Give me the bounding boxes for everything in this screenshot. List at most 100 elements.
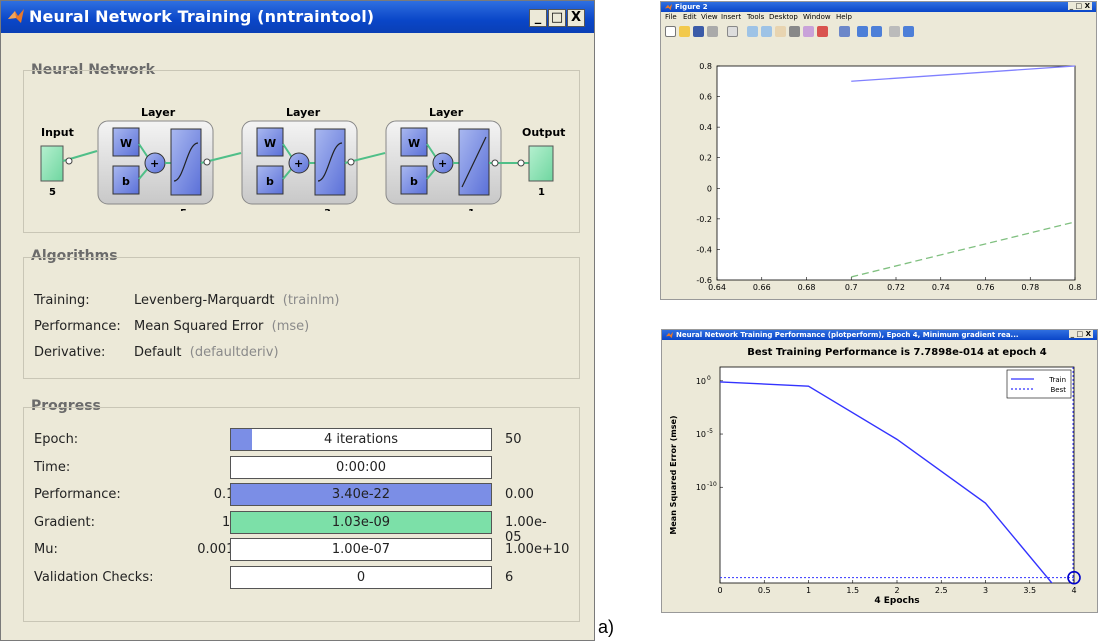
- output-node: [528, 145, 554, 182]
- layer3-w: W: [408, 137, 420, 150]
- menu-desktop[interactable]: Desktop: [769, 13, 798, 21]
- y-tick-base: 10: [696, 377, 706, 386]
- legend-label-train: Train: [1048, 376, 1066, 384]
- performance-plot: Best Training Performance is 7.7898e-014…: [669, 347, 1081, 606]
- performance-window-buttons[interactable]: _ □ X: [1068, 330, 1093, 338]
- colorbar-icon[interactable]: [857, 26, 868, 37]
- pan-icon[interactable]: [775, 26, 786, 37]
- algo-row-performance: Performance: Mean Squared Error (mse): [34, 319, 309, 334]
- y-tick-label: -0.2: [696, 215, 712, 224]
- y-tick-exponent: 0: [707, 375, 711, 382]
- y-tick-base: 10: [696, 483, 706, 492]
- link-icon[interactable]: [839, 26, 850, 37]
- brush-icon[interactable]: [817, 26, 828, 37]
- zoom-out-icon[interactable]: [761, 26, 772, 37]
- y-tick-exponent: -5: [707, 428, 713, 435]
- x-tick-label: 3: [983, 586, 988, 595]
- datacursor-icon[interactable]: [803, 26, 814, 37]
- best-epoch-marker: [1067, 570, 1081, 585]
- algorithms-frame: [23, 257, 580, 379]
- y-tick-label: 0.8: [699, 62, 712, 71]
- y-tick-label: -0.6: [696, 276, 712, 285]
- menu-insert[interactable]: Insert: [721, 13, 742, 21]
- progress-current-value: 4 iterations: [323, 432, 399, 447]
- x-tick-label: 0.78: [1021, 283, 1039, 292]
- save-icon[interactable]: [693, 26, 704, 37]
- algo-value: Levenberg-Marquardt: [134, 293, 275, 308]
- progress-final-value: 1.00e+10: [505, 542, 570, 557]
- progress-row: Validation Checks:006: [34, 566, 554, 590]
- y-tick-base: 10: [696, 430, 706, 439]
- input-label: Input: [41, 126, 74, 139]
- progress-bar: 1.03e-09: [230, 511, 492, 534]
- layer1-w: W: [120, 137, 132, 150]
- progress-bar-fill: [231, 429, 252, 450]
- matlab-logo-icon: [665, 331, 674, 339]
- x-tick-label: 3.5: [1023, 586, 1036, 595]
- layer1-size: 5: [180, 208, 187, 211]
- legend-icon[interactable]: [871, 26, 882, 37]
- performance-axes: [719, 366, 1075, 584]
- nntraintool-titlebar[interactable]: Neural Network Training (nntraintool) _ …: [1, 1, 594, 33]
- series-line-train: [720, 381, 1053, 583]
- x-tick-label: 2.5: [935, 586, 948, 595]
- maximize-button[interactable]: □: [548, 9, 566, 27]
- figure2-plot: 0.64 0.66 0.68 0.7 0.72 0.74 0.76 0.78 0.8 -0.6 -0…: [696, 62, 1082, 292]
- x-tick-label: 0.66: [753, 283, 771, 292]
- new-file-icon[interactable]: [665, 26, 676, 37]
- menu-file[interactable]: File: [665, 13, 677, 21]
- menu-window[interactable]: Window: [803, 13, 831, 21]
- progress-final-value: 1.00e-05: [505, 515, 547, 545]
- menu-view[interactable]: View: [701, 13, 718, 21]
- close-button[interactable]: X: [567, 9, 585, 27]
- zoom-in-icon[interactable]: [747, 26, 758, 37]
- print-icon[interactable]: [707, 26, 718, 37]
- x-tick-label: 1: [806, 586, 811, 595]
- progress-bar-fill: [231, 484, 491, 505]
- progress-current-value: 0: [356, 570, 366, 585]
- x-tick-label: 0.74: [932, 283, 950, 292]
- y-tick-label: -0.4: [696, 245, 712, 254]
- menu-tools[interactable]: Tools: [747, 13, 765, 21]
- progress-label: Performance:: [34, 487, 121, 502]
- algo-code: (defaultderiv): [189, 345, 279, 360]
- figure2-titlebar[interactable]: Figure 2 _ □ X: [661, 2, 1096, 12]
- progress-frame: [23, 407, 580, 622]
- rotate-icon[interactable]: [789, 26, 800, 37]
- progress-row: Performance:0.1463.40e-220.00: [34, 483, 554, 507]
- open-folder-icon[interactable]: [679, 26, 690, 37]
- progress-current-value: 1.00e-07: [331, 542, 391, 557]
- layer2-label: Layer: [286, 106, 321, 119]
- network-diagram: Input 5 Layer W b + 5 Layer W b +: [40, 106, 565, 211]
- minimize-button[interactable]: _: [529, 9, 547, 27]
- layer1-plus: +: [150, 157, 159, 170]
- performance-titlebar[interactable]: Neural Network Training Performance (plo…: [662, 330, 1097, 340]
- progress-label: Mu:: [34, 542, 58, 557]
- show-tools-icon[interactable]: [903, 26, 914, 37]
- x-tick-label: 0.8: [1069, 283, 1082, 292]
- hide-tools-icon[interactable]: [889, 26, 900, 37]
- x-tick-label: 0: [717, 586, 722, 595]
- progress-current-value: 3.40e-22: [331, 487, 391, 502]
- menu-help[interactable]: Help: [836, 13, 852, 21]
- layer3-label: Layer: [429, 106, 464, 119]
- performance-window-title: Neural Network Training Performance (plo…: [676, 331, 1019, 339]
- menu-edit[interactable]: Edit: [683, 13, 697, 21]
- progress-section-title: Progress: [31, 398, 101, 414]
- y-tick-label: 0.6: [699, 93, 712, 102]
- progress-bar-fill: [231, 512, 491, 533]
- algo-value: Default: [134, 345, 182, 360]
- layer3-b: b: [410, 175, 418, 188]
- layer1-label: Layer: [141, 106, 176, 119]
- progress-bar: 1.00e-07: [230, 538, 492, 561]
- progress-row: Mu: 0.00100 1.00e-07 1.00e+10: [34, 538, 569, 562]
- layer3-size: 1: [468, 208, 475, 211]
- progress-bar: 0:00:00: [230, 456, 492, 479]
- pointer-icon[interactable]: [727, 26, 738, 37]
- legend-label-best: Best: [1050, 386, 1066, 394]
- x-tick-label: 4: [1071, 586, 1076, 595]
- figure2-window-buttons[interactable]: _ □ X: [1067, 2, 1092, 10]
- figure2-menubar: File Edit View Insert Tools Desktop Wind…: [661, 12, 1096, 23]
- progress-current-value: 1.03e-09: [331, 515, 391, 530]
